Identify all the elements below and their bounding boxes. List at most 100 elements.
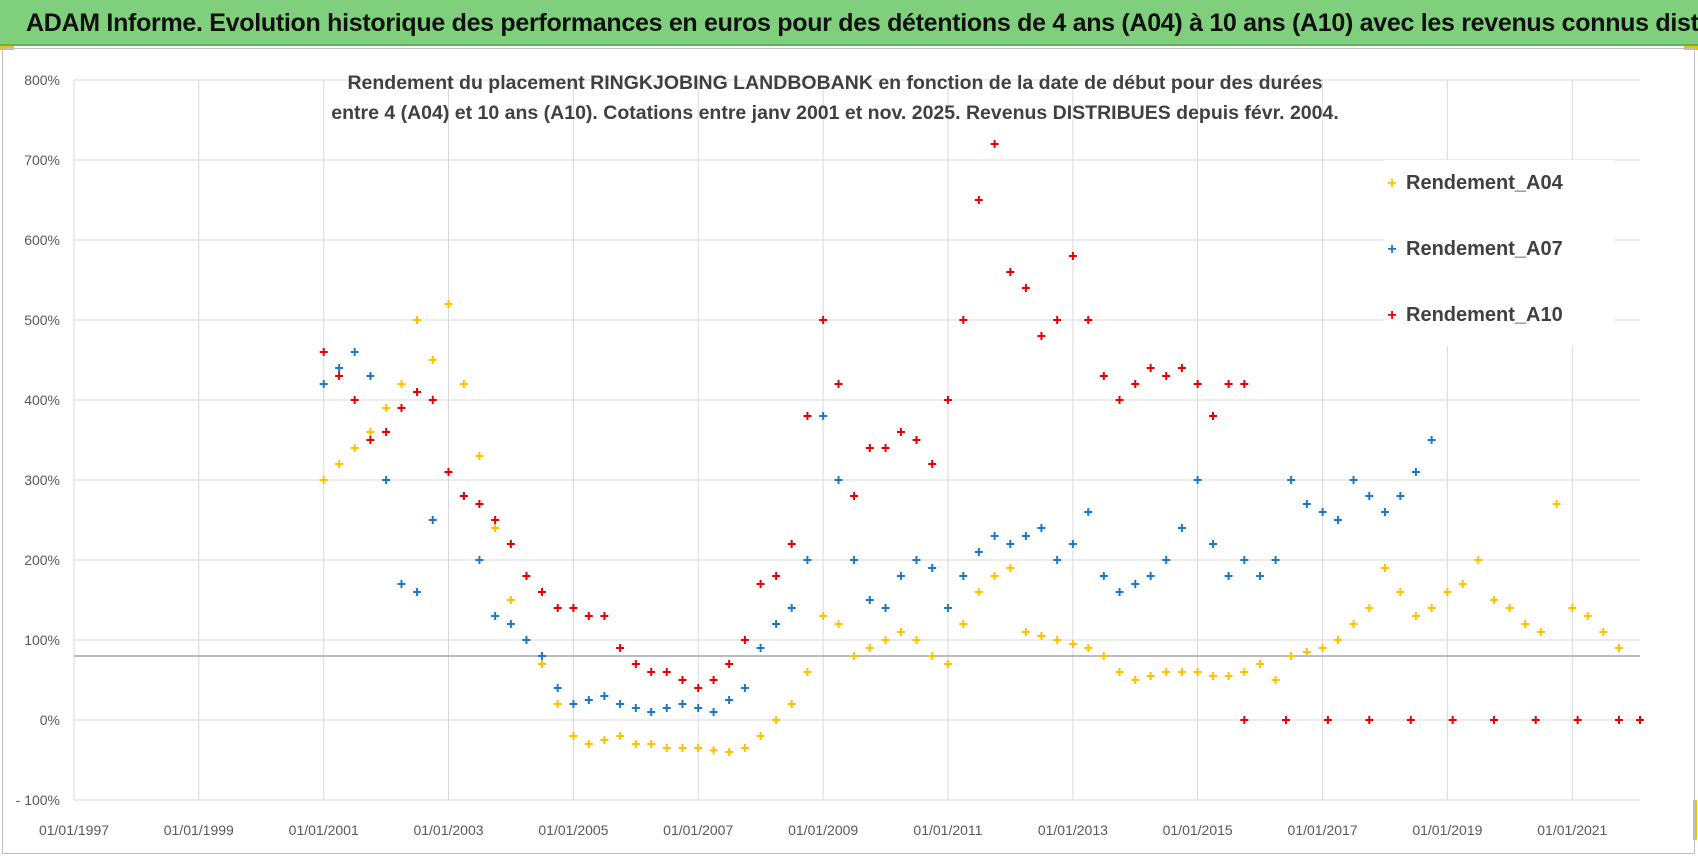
data-point: [662, 668, 671, 676]
data-point: [1474, 556, 1483, 564]
legend-item-a07: + Rendement_A07: [1384, 238, 1562, 261]
data-point: [834, 620, 843, 628]
data-point: [1099, 572, 1108, 580]
data-point: [694, 704, 703, 712]
data-point: [428, 356, 437, 364]
data-point: [1271, 556, 1280, 564]
data-point: [1021, 628, 1030, 636]
y-tick-label: 500%: [24, 312, 60, 328]
data-point: [1146, 672, 1155, 680]
data-point: [834, 380, 843, 388]
data-point: [335, 372, 344, 380]
data-point: [772, 716, 781, 724]
data-point: [678, 676, 687, 684]
data-point: [319, 476, 328, 484]
data-point: [850, 652, 859, 660]
data-point: [912, 636, 921, 644]
legend-marker-a07: +: [1387, 240, 1397, 258]
data-point: [803, 556, 812, 564]
data-point: [959, 316, 968, 324]
data-point: [1568, 604, 1577, 612]
data-point: [865, 596, 874, 604]
data-point: [1490, 596, 1499, 604]
data-point: [1240, 380, 1249, 388]
data-point: [1406, 716, 1415, 724]
y-tick-label: 0%: [40, 712, 60, 728]
series-rendement-a07-1: [319, 348, 1436, 716]
data-point: [1282, 716, 1291, 724]
data-point: [1323, 716, 1332, 724]
data-point: [1240, 668, 1249, 676]
data-point: [397, 580, 406, 588]
data-point: [475, 452, 484, 460]
data-point: [350, 348, 359, 356]
data-point: [819, 316, 828, 324]
data-point: [600, 612, 609, 620]
chart-frame: [2, 48, 1695, 854]
data-point: [1084, 644, 1093, 652]
x-tick-label: 01/01/2017: [1288, 822, 1358, 838]
data-point: [382, 404, 391, 412]
data-point: [943, 604, 952, 612]
data-point: [772, 572, 781, 580]
data-point: [928, 652, 937, 660]
data-point: [506, 596, 515, 604]
data-point: [662, 744, 671, 752]
data-point: [678, 744, 687, 752]
legend-label-a04: Rendement_A04: [1406, 172, 1563, 194]
chart-title-line-1: Rendement du placement RINGKJOBING LANDB…: [347, 72, 1323, 94]
legend-item-a10: + Rendement_A10: [1384, 304, 1562, 327]
data-point: [990, 532, 999, 540]
data-point: [444, 468, 453, 476]
series-rendement-a04-0: [319, 300, 1623, 756]
data-point: [1068, 640, 1077, 648]
data-point: [1115, 588, 1124, 596]
series-rendement-a10-3: [1240, 716, 1644, 724]
data-point: [631, 740, 640, 748]
data-point: [1583, 612, 1592, 620]
data-point: [990, 140, 999, 148]
data-point: [756, 732, 765, 740]
data-point: [1177, 364, 1186, 372]
data-point: [647, 740, 656, 748]
data-point: [1146, 572, 1155, 580]
data-point: [1256, 572, 1265, 580]
data-point: [1333, 516, 1342, 524]
data-point: [335, 364, 344, 372]
data-point: [912, 556, 921, 564]
data-point: [1333, 636, 1342, 644]
data-point: [943, 396, 952, 404]
data-point: [865, 444, 874, 452]
data-point: [740, 744, 749, 752]
data-point: [1162, 372, 1171, 380]
data-point: [787, 700, 796, 708]
data-point: [1177, 524, 1186, 532]
axis-labels: - 100% 0% 100% 200% 300% 400% 500% 600% 700% 800%…: [16, 72, 1608, 838]
data-point: [865, 644, 874, 652]
data-point: [413, 316, 422, 324]
data-point: [647, 708, 656, 716]
data-point: [459, 492, 468, 500]
data-point: [1599, 628, 1608, 636]
data-point: [1099, 372, 1108, 380]
data-point: [1209, 540, 1218, 548]
chart-title: Rendement du placement RINGKJOBING LANDB…: [330, 68, 1340, 128]
x-tick-label: 01/01/2021: [1537, 822, 1607, 838]
data-point: [834, 476, 843, 484]
data-point: [1162, 668, 1171, 676]
data-point: [928, 460, 937, 468]
data-point: [928, 564, 937, 572]
data-point: [1099, 652, 1108, 660]
data-point: [1614, 644, 1623, 652]
data-point: [537, 652, 546, 660]
data-point: [1115, 396, 1124, 404]
data-point: [1240, 716, 1249, 724]
data-point: [350, 396, 359, 404]
data-point: [1131, 580, 1140, 588]
data-point: [475, 556, 484, 564]
data-point: [1224, 672, 1233, 680]
x-tick-label: 01/01/2019: [1412, 822, 1482, 838]
data-point: [1505, 604, 1514, 612]
data-point: [1053, 556, 1062, 564]
data-point: [1427, 604, 1436, 612]
